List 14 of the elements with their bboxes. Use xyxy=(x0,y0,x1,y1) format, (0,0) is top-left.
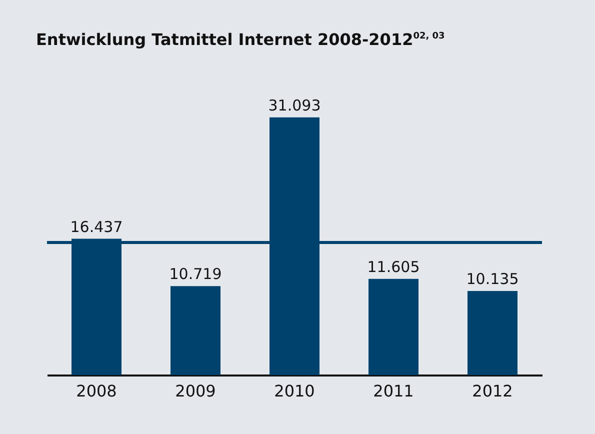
data-label: 31.093 xyxy=(268,96,321,114)
x-tick-label: 2011 xyxy=(373,382,414,400)
bar xyxy=(368,278,418,375)
x-tick-label: 2009 xyxy=(175,382,216,400)
x-tick-label: 2008 xyxy=(76,382,117,400)
bar xyxy=(468,291,518,375)
bar xyxy=(170,286,220,375)
data-label: 10.719 xyxy=(169,265,222,284)
data-label: 11.605 xyxy=(367,258,420,276)
data-label: 16.437 xyxy=(70,218,123,236)
data-label: 10.135 xyxy=(466,270,519,288)
chart-title: Entwicklung Tatmittel Internet 2008-2012$^{02, 03}$ xyxy=(36,30,445,49)
x-tick-label: 2010 xyxy=(274,382,315,400)
x-tick-label: 2012 xyxy=(472,382,513,400)
